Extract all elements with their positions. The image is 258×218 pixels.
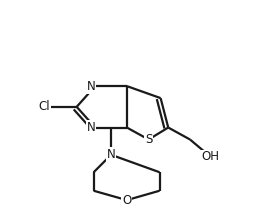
Text: Cl: Cl <box>38 100 50 113</box>
Text: O: O <box>122 194 131 207</box>
Text: N: N <box>86 80 95 93</box>
Text: OH: OH <box>202 150 220 164</box>
Text: S: S <box>145 133 152 146</box>
Text: N: N <box>86 121 95 134</box>
Text: N: N <box>107 148 116 161</box>
